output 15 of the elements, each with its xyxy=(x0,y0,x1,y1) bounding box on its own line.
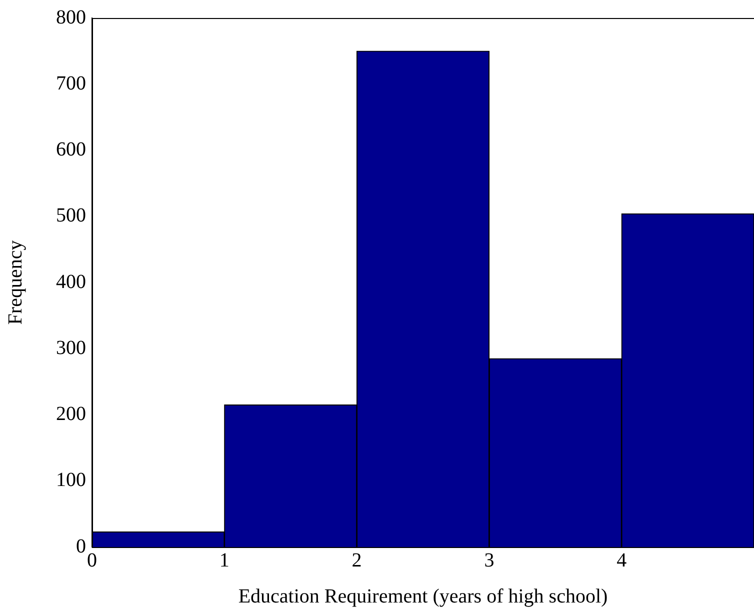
y-tick-label: 300 xyxy=(56,336,86,359)
y-axis-title: Frequency xyxy=(4,240,26,325)
x-axis-title: Education Requirement (years of high school) xyxy=(238,585,608,608)
y-tick-label: 200 xyxy=(56,403,86,425)
y-tick-label: 600 xyxy=(56,138,86,160)
y-tick-label: 500 xyxy=(56,204,86,227)
y-tick-label: 0 xyxy=(76,535,86,558)
x-tick-label: 2 xyxy=(352,549,362,572)
y-tick-label: 400 xyxy=(56,270,86,293)
x-tick-label: 3 xyxy=(484,549,494,572)
x-tick-label: 1 xyxy=(219,549,230,572)
y-tick-label: 700 xyxy=(56,72,86,94)
y-tick-label: 100 xyxy=(56,469,86,492)
y-tick-label: 800 xyxy=(56,6,86,28)
x-tick-label: 4 xyxy=(616,549,627,572)
